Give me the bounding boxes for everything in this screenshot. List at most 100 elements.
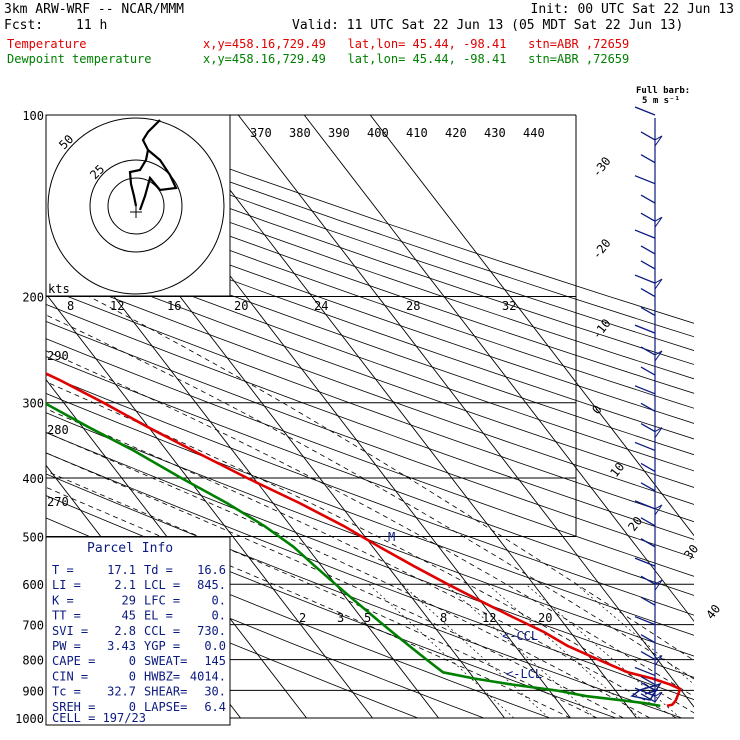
pressure-tick-label: 500 — [22, 530, 44, 544]
ccl-label: <-CCL — [502, 629, 538, 643]
forecast-hour: 11 h — [76, 18, 108, 33]
parcel-key: Td = — [144, 563, 173, 577]
temperature-profile — [46, 372, 682, 708]
parcel-value: 2.8 — [114, 624, 136, 638]
dry-adiabat-line — [46, 320, 694, 559]
wind-barb-icon — [634, 500, 656, 510]
pressure-tick-label: 400 — [22, 472, 44, 486]
dewpoint-legend: Dewpoint temperature — [7, 52, 152, 66]
parcel-key: SREH = — [52, 700, 95, 714]
wind-barb-icon — [640, 245, 656, 255]
parcel-value: 0 — [129, 700, 136, 714]
parcel-key: T = — [52, 563, 74, 577]
parcel-value: 45 — [122, 609, 136, 623]
parcel-info-box — [45, 536, 231, 726]
pressure-tick-label: 800 — [22, 654, 44, 668]
parcel-key: SWEAT= — [144, 654, 187, 668]
wind-barb-icon — [640, 260, 656, 270]
dry-adiabat-line — [46, 452, 694, 700]
wind-barb-icon — [634, 385, 656, 395]
hodograph-trace — [138, 149, 178, 211]
parcel-info-title: Parcel Info — [87, 541, 173, 556]
parcel-value: 0 — [129, 654, 136, 668]
wind-barb-icon — [640, 194, 656, 204]
hodograph-units: kts — [48, 282, 70, 296]
parcel-cell: CELL = 197/23 — [52, 711, 146, 725]
dry-adiabat-line — [46, 564, 418, 719]
dry-adiabat-line — [46, 287, 694, 523]
isotherm-line — [369, 115, 694, 537]
dry-adiabat-line — [46, 374, 694, 616]
wind-barb-icon — [634, 324, 656, 334]
dry-adiabat-line — [46, 153, 694, 380]
lower-mixing-ratio-label: 12 — [482, 611, 496, 625]
parcel-value: 6.4 — [204, 700, 226, 714]
parcel-key: EL = — [144, 609, 173, 623]
wind-pennant-icon — [654, 691, 663, 704]
mixing-ratio-line — [487, 583, 641, 719]
dry-adiabat-line — [46, 140, 694, 365]
dry-adiabat-line — [46, 210, 694, 440]
wind-barb-icon — [634, 175, 656, 185]
mixing-ratio-line — [401, 583, 550, 719]
upper-mixing-ratio-label: 20 — [234, 299, 248, 313]
parcel-value: 32.7 — [107, 685, 136, 699]
pressure-tick-label: 700 — [22, 619, 44, 633]
moist-adiabat-line — [46, 452, 624, 719]
lower-mixing-ratio-label: 2 — [299, 611, 306, 625]
theta-label: 390 — [328, 126, 350, 140]
wind-barb-icon — [634, 274, 656, 284]
wind-pennant-icon — [654, 655, 663, 668]
upper-mixing-ratio-label: 8 — [67, 299, 74, 313]
parcel-key: SVI = — [52, 624, 88, 638]
theta-label: 380 — [289, 126, 311, 140]
pressure-tick-label: 600 — [22, 578, 44, 592]
parcel-key: CIN = — [52, 669, 88, 683]
pressure-tick-label: 1000 — [15, 712, 44, 726]
isotherm-label: 30 — [681, 542, 701, 562]
parcel-value: 16.6 — [197, 563, 226, 577]
wind-barb-icon — [640, 154, 656, 164]
isotherm-label: 0 — [589, 403, 604, 417]
melting-level-marker: M — [388, 530, 395, 544]
hodograph-ring — [89, 159, 183, 253]
wind-barb-icon — [634, 687, 656, 697]
parcel-value: 730. — [197, 624, 226, 638]
wind-barb-icon — [640, 482, 656, 492]
dry-adiabat-line — [46, 195, 694, 424]
wind-barb-icon — [640, 517, 656, 527]
pressure-tick-label: 100 — [22, 109, 44, 123]
theta-label: 430 — [484, 126, 506, 140]
parcel-value: 0.0 — [204, 639, 226, 653]
parcel-value: 30. — [204, 685, 226, 699]
wind-barb-icon — [634, 615, 656, 626]
lower-mixing-ratio-label: 3 — [337, 611, 344, 625]
wind-pennant-icon — [654, 216, 663, 229]
parcel-value: 4014. — [190, 669, 226, 683]
dry-adiabat-line — [46, 255, 694, 488]
wind-pennant-icon — [654, 135, 663, 148]
wind-pennant-icon — [654, 350, 663, 363]
theta-side-label: 290 — [47, 349, 69, 363]
upper-mixing-ratio-label: 16 — [167, 299, 181, 313]
dry-adiabat-line — [46, 303, 694, 540]
parcel-value: 2.1 — [114, 578, 136, 592]
parcel-value: 0. — [212, 593, 226, 607]
upper-mixing-ratio-label: 32 — [502, 299, 516, 313]
wind-barb-icon — [640, 287, 656, 298]
parcel-value: 29 — [122, 593, 136, 607]
parcel-key: YGP = — [144, 639, 180, 653]
dry-adiabat-line — [46, 338, 694, 577]
wind-barb-icon — [640, 366, 656, 376]
parcel-value: 3.43 — [107, 639, 136, 653]
parcel-key: CAPE = — [52, 654, 95, 668]
lower-mixing-ratio-label: 5 — [364, 611, 371, 625]
surface-wind-barb-icon — [630, 682, 662, 701]
wind-barb-icon — [634, 106, 656, 116]
parcel-key: LAPSE= — [144, 700, 187, 714]
parcel-key: HWBZ= — [144, 669, 180, 683]
theta-label: 440 — [523, 126, 545, 140]
upper-mixing-ratio-label: 12 — [110, 299, 124, 313]
wind-barb-icon — [640, 423, 656, 433]
